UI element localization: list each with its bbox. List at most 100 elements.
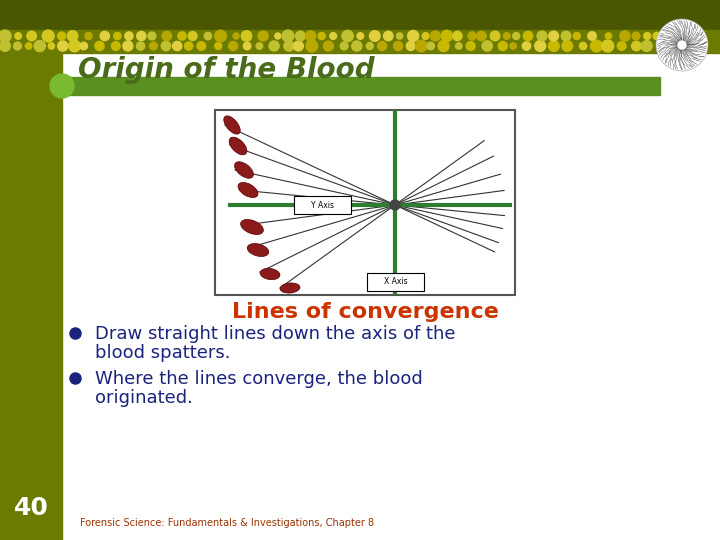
Circle shape — [631, 41, 641, 51]
Circle shape — [408, 30, 419, 42]
Circle shape — [100, 31, 109, 40]
Circle shape — [80, 42, 87, 50]
Circle shape — [95, 42, 104, 51]
Circle shape — [406, 42, 415, 51]
Text: Where the lines converge, the blood: Where the lines converge, the blood — [95, 370, 423, 388]
Circle shape — [438, 40, 449, 51]
Circle shape — [562, 40, 572, 51]
Circle shape — [25, 43, 32, 49]
Circle shape — [602, 40, 613, 52]
Circle shape — [667, 42, 676, 51]
FancyBboxPatch shape — [367, 273, 424, 291]
Circle shape — [305, 31, 315, 41]
Ellipse shape — [229, 137, 247, 155]
Circle shape — [422, 32, 429, 39]
Circle shape — [125, 32, 133, 40]
Circle shape — [241, 31, 252, 41]
Circle shape — [184, 42, 193, 50]
Circle shape — [282, 30, 294, 42]
Circle shape — [112, 42, 120, 50]
Circle shape — [617, 42, 626, 50]
Circle shape — [137, 42, 145, 50]
Circle shape — [397, 33, 402, 39]
Circle shape — [620, 31, 630, 41]
Circle shape — [215, 43, 222, 50]
Circle shape — [477, 31, 486, 40]
Circle shape — [256, 43, 263, 49]
Circle shape — [498, 42, 508, 51]
Circle shape — [269, 41, 279, 51]
Circle shape — [323, 41, 333, 51]
Circle shape — [178, 32, 186, 40]
Ellipse shape — [235, 162, 253, 178]
Circle shape — [683, 42, 691, 50]
Circle shape — [204, 32, 212, 40]
Circle shape — [58, 41, 68, 51]
FancyBboxPatch shape — [294, 196, 351, 214]
Text: Forensic Science: Fundamentals & Investigations, Chapter 8: Forensic Science: Fundamentals & Investi… — [80, 518, 374, 528]
Bar — [215, 110, 515, 295]
Circle shape — [68, 40, 80, 52]
Circle shape — [431, 31, 440, 41]
Circle shape — [632, 32, 640, 40]
Circle shape — [50, 74, 74, 98]
Circle shape — [229, 42, 238, 51]
Circle shape — [510, 43, 516, 49]
Circle shape — [352, 41, 362, 51]
Ellipse shape — [260, 268, 280, 280]
Bar — [62, 77, 660, 95]
Circle shape — [318, 32, 325, 39]
Circle shape — [0, 40, 10, 51]
Circle shape — [150, 42, 157, 50]
Circle shape — [342, 30, 354, 42]
Circle shape — [662, 31, 671, 40]
Text: blood spatters.: blood spatters. — [95, 344, 230, 362]
Circle shape — [114, 32, 121, 39]
Circle shape — [284, 41, 294, 51]
Ellipse shape — [280, 283, 300, 293]
Circle shape — [580, 42, 587, 50]
Circle shape — [294, 41, 303, 51]
Circle shape — [688, 32, 697, 40]
Circle shape — [42, 30, 54, 42]
Circle shape — [275, 33, 281, 39]
Circle shape — [215, 30, 226, 42]
Text: Y Axis: Y Axis — [311, 200, 334, 210]
Text: Origin of the Blood: Origin of the Blood — [78, 56, 374, 84]
Circle shape — [188, 31, 197, 40]
Circle shape — [14, 42, 22, 50]
Circle shape — [441, 30, 452, 42]
Circle shape — [467, 42, 475, 50]
Circle shape — [657, 43, 663, 49]
Circle shape — [390, 200, 400, 210]
Circle shape — [366, 43, 374, 50]
Circle shape — [644, 32, 651, 39]
Circle shape — [258, 31, 268, 41]
Circle shape — [415, 40, 427, 52]
Ellipse shape — [238, 183, 258, 198]
Circle shape — [123, 41, 133, 51]
Circle shape — [85, 32, 92, 39]
Circle shape — [453, 31, 462, 40]
Circle shape — [394, 42, 402, 51]
Circle shape — [162, 31, 171, 40]
Circle shape — [535, 40, 546, 51]
Circle shape — [48, 43, 55, 49]
Circle shape — [606, 33, 611, 39]
Circle shape — [137, 31, 146, 40]
Circle shape — [590, 40, 603, 52]
Circle shape — [148, 32, 156, 40]
Circle shape — [384, 31, 393, 40]
Circle shape — [653, 32, 660, 39]
Text: Draw straight lines down the axis of the: Draw straight lines down the axis of the — [95, 325, 456, 343]
Circle shape — [642, 40, 652, 51]
Circle shape — [468, 32, 476, 40]
Circle shape — [27, 31, 37, 41]
Circle shape — [15, 33, 22, 39]
Circle shape — [456, 43, 462, 49]
Circle shape — [173, 42, 182, 51]
Circle shape — [549, 40, 559, 51]
Circle shape — [357, 33, 364, 39]
Circle shape — [672, 32, 680, 40]
Circle shape — [0, 30, 11, 42]
